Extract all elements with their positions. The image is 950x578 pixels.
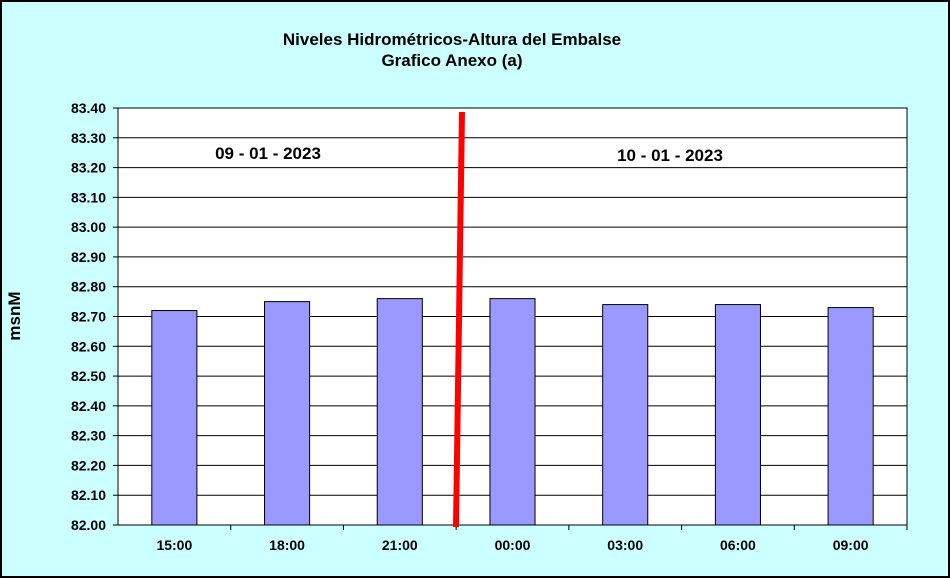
- bar-0600: [714, 304, 761, 526]
- bars: [151, 298, 874, 526]
- y-tick-label: 82.50: [71, 368, 106, 384]
- y-tick-label: 82.30: [71, 428, 106, 444]
- y-tick-label: 82.90: [71, 249, 106, 265]
- bar-0900: [827, 307, 874, 526]
- y-tick-label: 83.20: [71, 160, 106, 176]
- y-tick-label: 83.10: [71, 189, 106, 205]
- y-tick-label: 82.20: [71, 457, 106, 473]
- y-tick-label: 82.70: [71, 309, 106, 325]
- y-axis-ticks: 82.00 82.10 82.20 82.30 82.40 82.50 82.60 82.70…: [71, 100, 118, 533]
- x-tick-label: 06:00: [720, 537, 756, 553]
- y-tick-label: 82.10: [71, 487, 106, 503]
- x-tick-label: 09:00: [833, 537, 869, 553]
- y-tick-label: 82.00: [71, 517, 106, 533]
- x-tick-label: 21:00: [382, 537, 418, 553]
- bar-0000: [489, 298, 536, 526]
- bar-1500: [151, 310, 198, 526]
- y-tick-label: 82.60: [71, 338, 106, 354]
- date-label-left: 09 - 01 - 2023: [215, 144, 321, 163]
- x-tick-label: 00:00: [495, 537, 531, 553]
- date-label-right: 10 - 01 - 2023: [617, 146, 723, 165]
- y-tick-label: 82.40: [71, 398, 106, 414]
- y-axis-label: msnM: [5, 291, 24, 340]
- y-tick-label: 83.30: [71, 130, 106, 146]
- bar-1800: [264, 301, 311, 526]
- chart-title: Niveles Hidrométricos-Altura del Embalse: [283, 30, 621, 49]
- bar-0300: [602, 304, 649, 526]
- day-divider-line: [453, 111, 465, 528]
- x-axis-ticks: 15:00 18:00 21:00 00:00 03:00 06:00 09:00: [156, 525, 908, 553]
- y-tick-label: 83.00: [71, 219, 106, 235]
- x-tick-label: 15:00: [156, 537, 192, 553]
- chart-subtitle: Grafico Anexo (a): [381, 51, 522, 70]
- y-tick-label: 83.40: [71, 100, 106, 116]
- y-tick-label: 82.80: [71, 279, 106, 295]
- bar-2100: [376, 298, 423, 526]
- x-tick-label: 03:00: [607, 537, 643, 553]
- x-tick-label: 18:00: [269, 537, 305, 553]
